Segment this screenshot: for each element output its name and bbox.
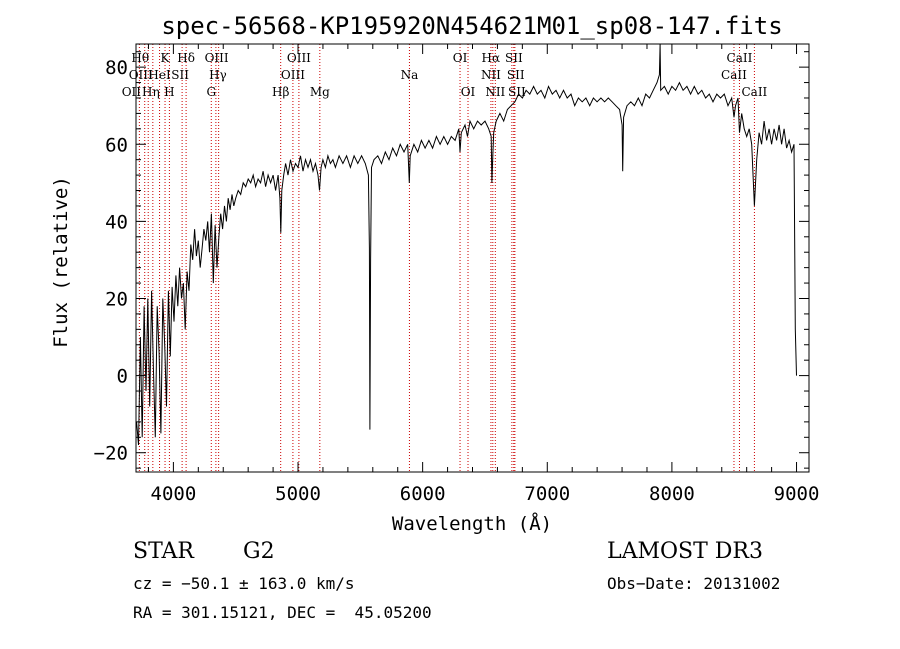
marker-label-OIII-5007: OIII [287, 51, 311, 65]
object-class: STAR [133, 539, 194, 564]
y-tick-label: 60 [105, 134, 128, 156]
marker-label-NII-6548: NII [481, 68, 501, 82]
x-axis-label: Wavelength (Å) [392, 512, 552, 535]
marker-label-Mg: Mg [310, 85, 330, 99]
marker-label-SII-6731b: SII [508, 85, 526, 99]
marker-label-CaII-8542: CaII [727, 51, 753, 65]
marker-label-Na: Na [401, 68, 419, 82]
x-tick-label: 6000 [400, 483, 446, 505]
y-tick-label: −20 [94, 443, 128, 465]
x-axis-ticks: 4000 5000 6000 7000 8000 9000 [147, 44, 820, 505]
marker-label-Hθ: Hθ [131, 51, 149, 65]
marker-label-CaII-8662: CaII [741, 85, 767, 99]
x-tick-label: 8000 [649, 483, 695, 505]
marker-label-Hδ: Hδ [177, 51, 195, 65]
y-tick-label: 0 [117, 366, 128, 388]
marker-label-OI-6300: OI [453, 51, 468, 65]
marker-label-Hγ: Hγ [209, 68, 227, 82]
x-tick-label: 4000 [151, 483, 197, 505]
marker-label-OI-6364: OI [461, 85, 476, 99]
marker-label-OIII: OIII [129, 68, 153, 82]
marker-label-OIII-4363: OIII [205, 51, 229, 65]
coordinates: RA = 301.15121, DEC = 45.05200 [133, 603, 432, 622]
emission-line-markers [138, 44, 755, 472]
marker-label-H: H [164, 85, 174, 99]
observation-date: Obs−Date: 20131002 [607, 574, 781, 593]
redshift-velocity: cz = −50.1 ± 163.0 km/s [133, 574, 355, 593]
emission-line-labels: OII Hθ OIII Hη HeI K H SII Hδ G OIII Hγ Hβ OIII OIII Mg… [122, 51, 768, 99]
chart-title: spec-56568-KP195920N454621M01_sp08-147.f… [161, 12, 782, 40]
marker-label-Hβ: Hβ [272, 85, 289, 99]
plot-frame [135, 43, 810, 473]
marker-label-SII-6731: SII [507, 68, 525, 82]
marker-label-Hη: Hη [142, 85, 160, 99]
marker-label-NII-6583: NII [485, 85, 505, 99]
marker-label-OII: OII [122, 85, 142, 99]
marker-label-CaII-8498: CaII [721, 68, 747, 82]
y-tick-label: 80 [105, 57, 128, 79]
x-tick-label: 7000 [524, 483, 570, 505]
marker-label-Hα: Hα [482, 51, 501, 65]
spectrum-line [136, 43, 797, 446]
y-tick-label: 40 [105, 211, 128, 233]
survey-name: LAMOST DR3 [607, 539, 763, 564]
marker-label-SII-6716: SII [505, 51, 523, 65]
x-tick-label: 5000 [275, 483, 321, 505]
y-tick-label: 20 [105, 288, 128, 310]
marker-label-SII: SII [171, 68, 189, 82]
y-axis-ticks: −20 0 20 40 60 80 [94, 51, 809, 469]
marker-label-K: K [161, 51, 171, 65]
marker-label-G: G [206, 85, 216, 99]
marker-label-HeI: HeI [148, 68, 171, 82]
marker-label-OIII-4959: OIII [281, 68, 305, 82]
y-axis-label: Flux (relative) [50, 176, 72, 348]
object-subclass: G2 [243, 539, 275, 564]
x-tick-label: 9000 [774, 483, 820, 505]
